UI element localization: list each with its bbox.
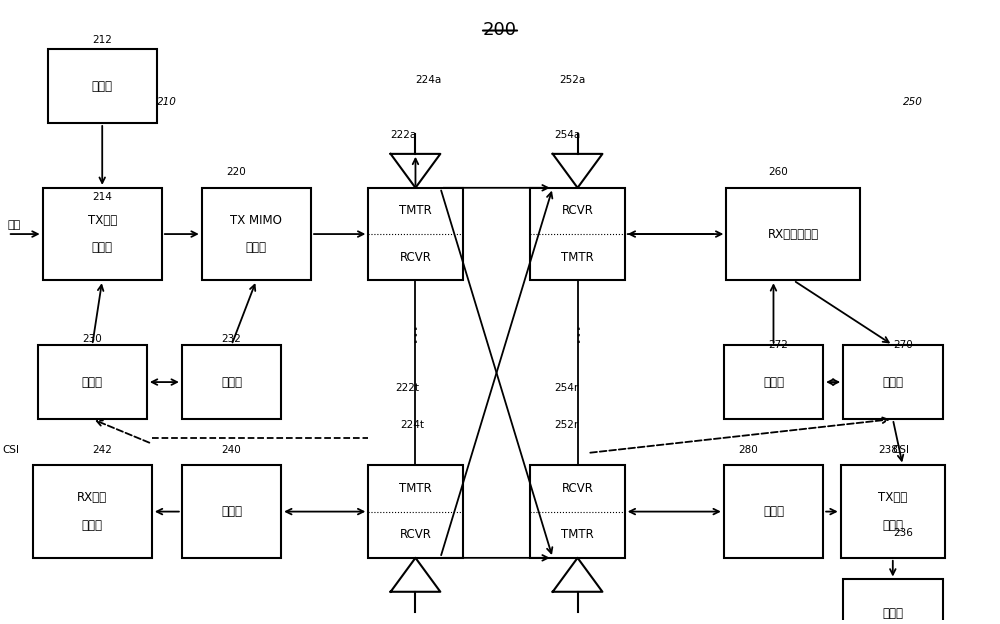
Text: ⋮: ⋮ <box>406 326 425 345</box>
Bar <box>33 466 152 558</box>
Text: 260: 260 <box>769 167 788 177</box>
Bar <box>43 188 162 280</box>
Text: TMTR: TMTR <box>561 251 594 264</box>
Text: 224t: 224t <box>401 421 425 431</box>
Text: TX数据: TX数据 <box>88 213 117 227</box>
Text: 240: 240 <box>222 445 241 455</box>
Bar <box>202 188 311 280</box>
Text: TX MIMO: TX MIMO <box>230 213 282 227</box>
Bar <box>724 466 823 558</box>
Bar <box>182 345 281 419</box>
Text: 252a: 252a <box>560 75 586 85</box>
Text: RCVR: RCVR <box>562 205 594 217</box>
Bar <box>368 188 463 280</box>
Text: 存储器: 存储器 <box>763 376 784 389</box>
Text: 236: 236 <box>893 529 913 539</box>
Text: 存储器: 存储器 <box>221 376 242 389</box>
Bar <box>843 580 943 624</box>
Bar <box>843 345 943 419</box>
Text: 212: 212 <box>92 35 112 45</box>
Text: 254r: 254r <box>555 383 579 393</box>
Text: 处理器: 处理器 <box>92 241 113 255</box>
Bar <box>530 188 625 280</box>
Text: 222a: 222a <box>391 130 417 140</box>
Text: 处理器: 处理器 <box>882 376 903 389</box>
Text: 处理器: 处理器 <box>246 241 267 255</box>
Bar <box>841 466 945 558</box>
Text: RX数据: RX数据 <box>77 491 107 504</box>
Text: 处理器: 处理器 <box>82 376 103 389</box>
Text: 调制器: 调制器 <box>763 505 784 518</box>
Text: 232: 232 <box>222 334 241 344</box>
Text: 220: 220 <box>227 167 246 177</box>
Text: TMTR: TMTR <box>399 482 432 495</box>
Text: RCVR: RCVR <box>562 482 594 495</box>
Text: RX数据处理器: RX数据处理器 <box>768 228 819 241</box>
Text: 242: 242 <box>92 445 112 455</box>
Bar <box>38 345 147 419</box>
Bar <box>48 49 157 123</box>
Text: 导频: 导频 <box>8 220 21 230</box>
Text: 224a: 224a <box>415 75 442 85</box>
Text: 数据源: 数据源 <box>92 79 113 92</box>
Text: 250: 250 <box>903 97 923 107</box>
Text: TMTR: TMTR <box>399 205 432 217</box>
Text: 254a: 254a <box>555 130 581 140</box>
Text: 解调器: 解调器 <box>221 505 242 518</box>
Text: CSI: CSI <box>3 445 20 455</box>
Text: 222t: 222t <box>396 383 420 393</box>
Text: TX数据: TX数据 <box>878 491 907 504</box>
Text: 230: 230 <box>82 334 102 344</box>
Text: 数据源: 数据源 <box>882 607 903 620</box>
Text: 214: 214 <box>92 192 112 202</box>
Bar <box>530 466 625 558</box>
Text: 238: 238 <box>878 445 898 455</box>
Text: TMTR: TMTR <box>561 529 594 541</box>
Bar <box>724 345 823 419</box>
Text: 280: 280 <box>739 445 758 455</box>
Text: 处理器: 处理器 <box>882 519 903 532</box>
Text: 270: 270 <box>893 340 913 350</box>
Bar <box>182 466 281 558</box>
Text: RCVR: RCVR <box>400 529 431 541</box>
Text: 210: 210 <box>157 97 177 107</box>
Text: ⋮: ⋮ <box>568 326 587 345</box>
Text: CSI: CSI <box>893 445 910 455</box>
Text: 处理器: 处理器 <box>82 519 103 532</box>
Text: 252r: 252r <box>555 421 579 431</box>
Text: RCVR: RCVR <box>400 251 431 264</box>
Bar <box>726 188 860 280</box>
Text: 200: 200 <box>483 21 517 39</box>
Text: 272: 272 <box>769 340 788 350</box>
Bar <box>368 466 463 558</box>
